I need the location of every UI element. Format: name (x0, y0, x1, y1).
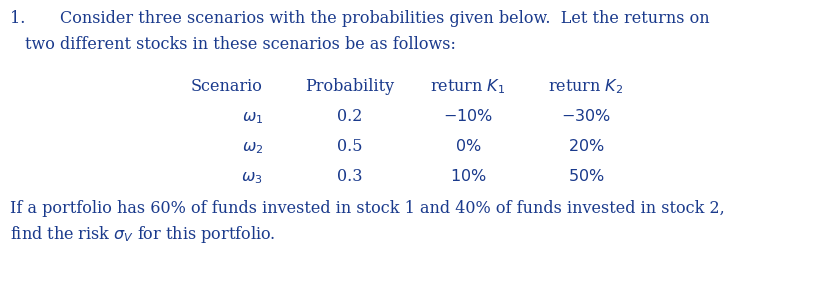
Text: $-10\%$: $-10\%$ (443, 108, 493, 125)
Text: return $K_1$: return $K_1$ (431, 77, 506, 96)
Text: 1.: 1. (10, 10, 25, 27)
Text: Consider three scenarios with the probabilities given below.  Let the returns on: Consider three scenarios with the probab… (60, 10, 710, 27)
Text: $\omega_1$: $\omega_1$ (242, 109, 263, 126)
Text: $0\%$: $0\%$ (455, 138, 481, 155)
Text: Probability: Probability (306, 78, 395, 95)
Text: 0.5: 0.5 (337, 138, 362, 155)
Text: two different stocks in these scenarios be as follows:: two different stocks in these scenarios … (25, 36, 456, 53)
Text: $10\%$: $10\%$ (450, 168, 486, 185)
Text: If a portfolio has 60% of funds invested in stock 1 and 40% of funds invested in: If a portfolio has 60% of funds invested… (10, 200, 725, 217)
Text: $-30\%$: $-30\%$ (561, 108, 611, 125)
Text: 0.3: 0.3 (337, 168, 362, 185)
Text: 0.2: 0.2 (337, 108, 362, 125)
Text: find the risk $\sigma_V$ for this portfolio.: find the risk $\sigma_V$ for this portfo… (10, 224, 276, 245)
Text: $50\%$: $50\%$ (567, 168, 605, 185)
Text: $20\%$: $20\%$ (567, 138, 605, 155)
Text: $\omega_2$: $\omega_2$ (242, 139, 263, 156)
Text: Scenario: Scenario (191, 78, 263, 95)
Text: return $K_2$: return $K_2$ (548, 77, 624, 96)
Text: $\omega_3$: $\omega_3$ (242, 169, 263, 186)
